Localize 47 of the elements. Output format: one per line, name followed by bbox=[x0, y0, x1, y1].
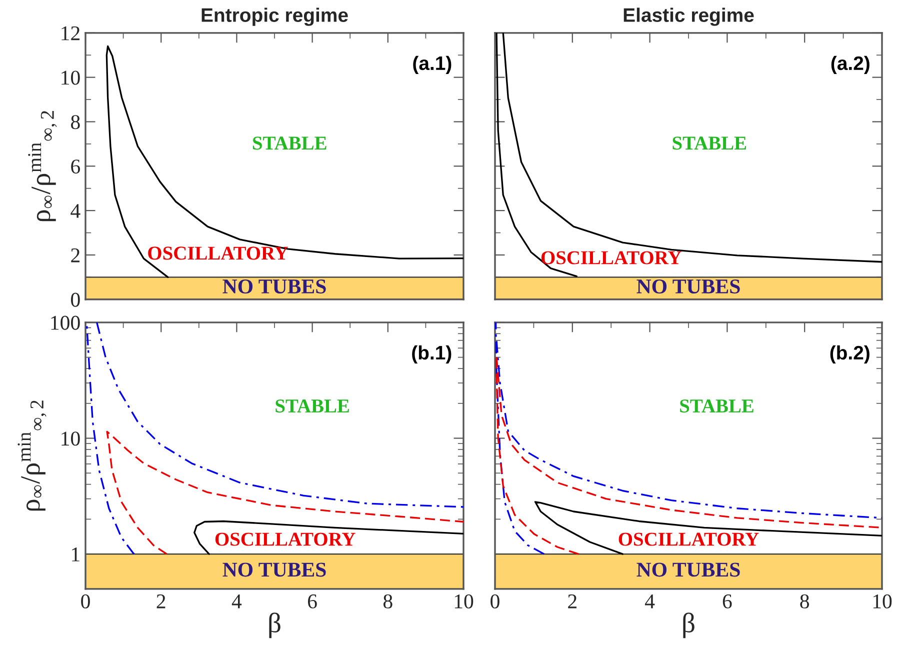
annotation: (a.2) bbox=[831, 56, 870, 74]
y-tick-label: 6 bbox=[71, 160, 80, 174]
annotation: STABLE bbox=[276, 399, 349, 413]
band-label: NO TUBES bbox=[222, 562, 326, 577]
y-tick-label: 8 bbox=[71, 115, 80, 130]
annotation: OSCILLATORY bbox=[215, 532, 356, 546]
y-tick-label: 10 bbox=[62, 70, 80, 85]
y-axis-title: ρ$_{∞}$/ρ$^{min}$$_{∞,2}$ bbox=[18, 400, 46, 511]
y-tick-label: 2 bbox=[71, 248, 80, 262]
y-tick-label: 1 bbox=[72, 548, 80, 562]
x-tick-label: 8 bbox=[383, 594, 392, 608]
line-series bbox=[194, 520, 464, 555]
x-tick-label: 10 bbox=[454, 594, 474, 608]
annotation: (b.2) bbox=[830, 345, 870, 364]
chart-title: Elastic regime bbox=[624, 8, 754, 26]
annotation: STABLE bbox=[680, 399, 754, 413]
annotation: (a.1) bbox=[413, 56, 452, 74]
x-tick-label: 2 bbox=[568, 594, 576, 608]
band-label: NO TUBES bbox=[222, 280, 326, 294]
annotation: STABLE bbox=[253, 136, 326, 150]
x-axis-title: β bbox=[269, 612, 280, 638]
x-tick-label: 4 bbox=[232, 594, 242, 608]
y-tick-label: 4 bbox=[70, 204, 80, 218]
band-label: NO TUBES bbox=[636, 562, 740, 577]
line-series bbox=[106, 45, 464, 278]
x-tick-label: 6 bbox=[722, 594, 732, 608]
x-tick-label: 6 bbox=[308, 594, 317, 608]
annotation: STABLE bbox=[672, 136, 746, 150]
x-axis-title: β bbox=[683, 612, 694, 638]
x-tick-label: 0 bbox=[490, 594, 500, 608]
x-tick-label: 0 bbox=[81, 594, 90, 608]
x-tick-label: 2 bbox=[156, 594, 166, 608]
annotation: OSCILLATORY bbox=[618, 532, 759, 546]
chart-title: Entropic regime bbox=[202, 8, 348, 26]
x-tick-label: 4 bbox=[645, 594, 655, 608]
line-series bbox=[106, 430, 464, 555]
y-axis-title: ρ$_{∞}$/ρ$^{min}$$_{∞,2}$ bbox=[28, 111, 57, 222]
y-tick-label: 0 bbox=[71, 292, 80, 307]
x-tick-label: 8 bbox=[800, 594, 810, 608]
x-tick-label: 10 bbox=[873, 594, 892, 608]
y-tick-label: 10 bbox=[62, 432, 80, 446]
annotation: OSCILLATORY bbox=[148, 246, 288, 260]
annotation: (b.1) bbox=[412, 345, 452, 364]
y-tick-label: 100 bbox=[51, 316, 80, 330]
band-label: NO TUBES bbox=[636, 280, 740, 294]
annotation: OSCILLATORY bbox=[541, 251, 682, 264]
y-tick-label: 12 bbox=[62, 26, 80, 40]
